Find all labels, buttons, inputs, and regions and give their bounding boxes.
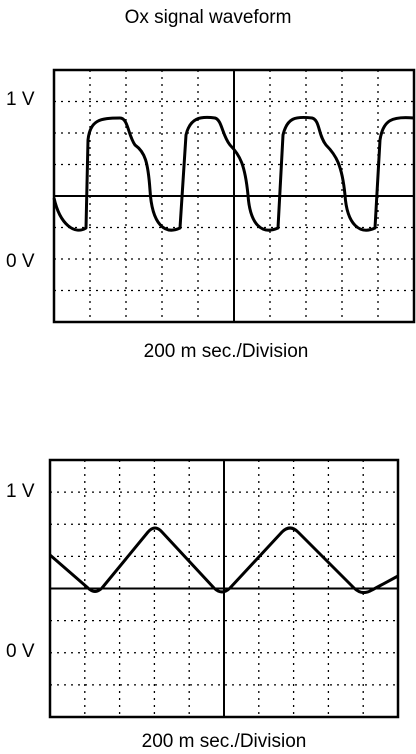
voltage-label: 1 V xyxy=(6,481,35,502)
voltage-label: 0 V xyxy=(6,251,35,272)
title: Ox signal waveform xyxy=(125,7,292,28)
voltage-label: 0 V xyxy=(6,641,35,662)
caption: 200 m sec./Division xyxy=(142,731,307,752)
scope: 1 V 0 V 200 m sec./Division xyxy=(6,458,400,752)
voltage-label: 1 V xyxy=(6,89,35,110)
scope: 1 V 0 V 200 m sec./Division xyxy=(6,68,416,362)
caption: 200 m sec./Division xyxy=(144,341,309,362)
waveform xyxy=(49,526,399,595)
waveform xyxy=(52,115,415,232)
